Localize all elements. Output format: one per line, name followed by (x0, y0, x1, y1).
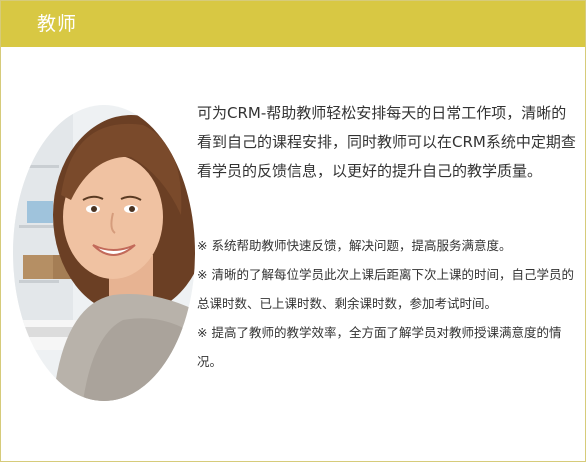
feature-notes-list: ※ 系统帮助教师快速反馈，解决问题，提高服务满意度。 ※ 清晰的了解每位学员此次… (197, 231, 582, 376)
intro-paragraph: 可为CRM-帮助教师轻松安排每天的日常工作项，清晰的看到自己的课程安排，同时教师… (197, 104, 576, 180)
teacher-portrait-icon (13, 105, 195, 401)
teacher-photo (13, 105, 195, 401)
note-item: ※ 系统帮助教师快速反馈，解决问题，提高服务满意度。 (197, 238, 512, 253)
section-header-bar: 教师 (1, 1, 585, 47)
note-item: ※ 提高了教师的教学效率，全方面了解学员对教师授课满意度的情况。 (197, 325, 562, 369)
section-title: 教师 (37, 13, 78, 35)
note-item: ※ 清晰的了解每位学员此次上课后距离下次上课的时间，自己学员的总课时数、已上课时… (197, 267, 574, 311)
